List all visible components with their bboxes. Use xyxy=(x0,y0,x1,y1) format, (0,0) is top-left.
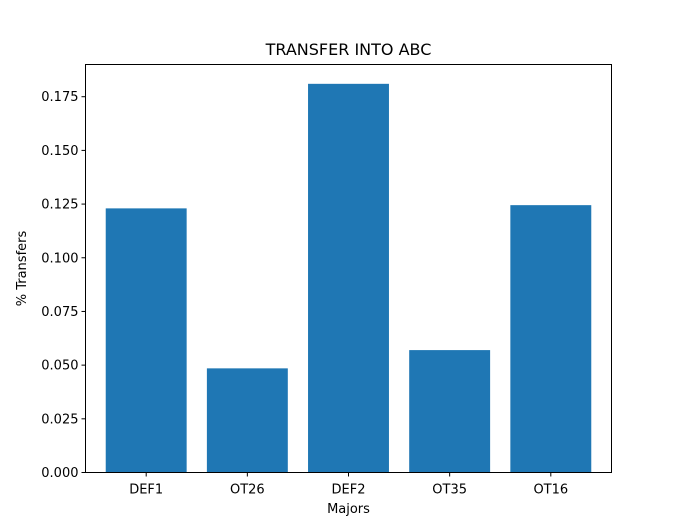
x-tick-label: OT16 xyxy=(533,483,568,498)
x-tick-label: DEF1 xyxy=(129,483,163,498)
chart-title: TRANSFER INTO ABC xyxy=(265,40,432,59)
x-tick-label: OT35 xyxy=(432,483,467,498)
x-axis-ticks: DEF1 OT26 DEF2 OT35 OT16 xyxy=(129,472,568,498)
y-tick-label: 0.175 xyxy=(41,90,78,105)
bar-def1 xyxy=(105,208,187,473)
y-tick-label: 0.100 xyxy=(41,251,78,266)
y-axis-ticks: 0.000 0.025 0.050 0.075 0.100 0.125 0.150 0.175 xyxy=(41,90,86,481)
bar-ot26 xyxy=(206,368,288,473)
y-axis-label: % Transfers xyxy=(15,231,30,307)
bar-ot16 xyxy=(510,205,592,473)
y-tick-label: 0.125 xyxy=(41,198,78,213)
y-tick-label: 0.025 xyxy=(41,412,78,427)
plot-frame xyxy=(85,64,612,473)
x-tick-label: DEF2 xyxy=(332,483,366,498)
bars-group xyxy=(105,83,592,473)
x-tick-label: OT26 xyxy=(230,483,265,498)
y-tick-label: 0.075 xyxy=(41,305,78,320)
bar-ot35 xyxy=(409,350,491,473)
x-axis-label: Majors xyxy=(327,502,370,517)
y-tick-label: 0.050 xyxy=(41,359,78,374)
y-tick-label: 0.000 xyxy=(41,466,78,481)
bar-def2 xyxy=(308,83,389,473)
y-tick-label: 0.150 xyxy=(41,144,78,159)
